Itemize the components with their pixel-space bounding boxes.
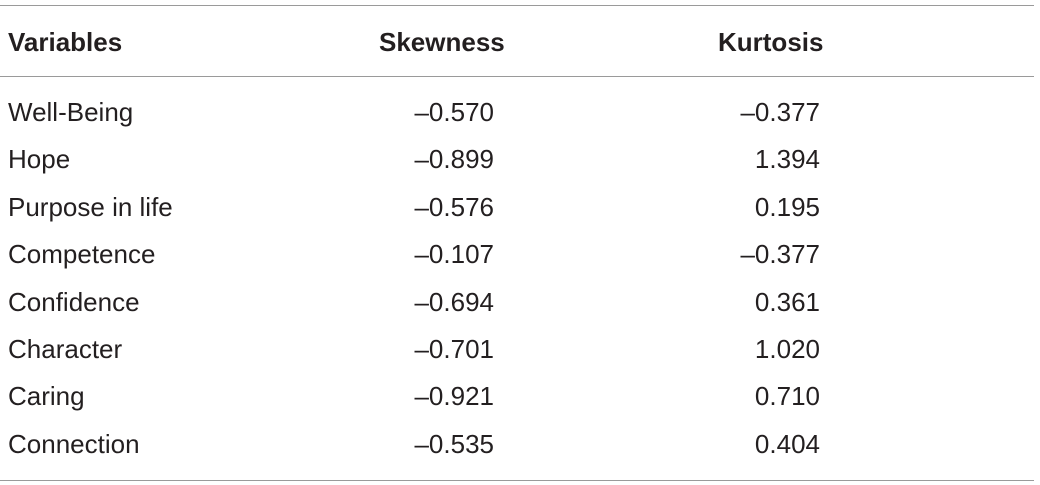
- value-cell: 0.710: [754, 381, 820, 412]
- value-cell: –0.535: [414, 428, 494, 459]
- row-label: Connection: [8, 428, 140, 459]
- value-cell: 1.020: [754, 334, 820, 364]
- value-cell: 0.404: [754, 428, 820, 459]
- value-cell: –0.107: [414, 239, 494, 270]
- value-cell: 1.394: [754, 144, 820, 175]
- value-cell: –0.377: [740, 239, 820, 270]
- row-label: Hope: [8, 144, 71, 175]
- value-cell: –0.921: [414, 381, 494, 412]
- value-cell: 0.361: [754, 286, 820, 317]
- row-label: Competence: [8, 239, 156, 270]
- value-cell: –0.899: [414, 144, 494, 175]
- header-cell: Kurtosis: [718, 27, 824, 57]
- value-cell: –0.570: [414, 97, 494, 127]
- value-cell: –0.377: [740, 97, 820, 127]
- row-label: Confidence: [8, 286, 140, 317]
- bottom-rule: [0, 480, 1034, 481]
- header-cell: Variables: [8, 27, 123, 57]
- row-label: Caring: [8, 381, 85, 412]
- value-cell: –0.694: [414, 286, 494, 317]
- row-label: Purpose in life: [8, 191, 173, 222]
- top-rule: [0, 5, 1034, 6]
- header-rule: [0, 76, 1034, 77]
- row-label: Character: [8, 334, 123, 364]
- value-cell: –0.576: [414, 191, 494, 222]
- header-cell: Skewness: [379, 27, 505, 57]
- value-cell: 0.195: [754, 191, 820, 222]
- row-label: Well-Being: [8, 97, 134, 127]
- value-cell: –0.701: [414, 334, 494, 364]
